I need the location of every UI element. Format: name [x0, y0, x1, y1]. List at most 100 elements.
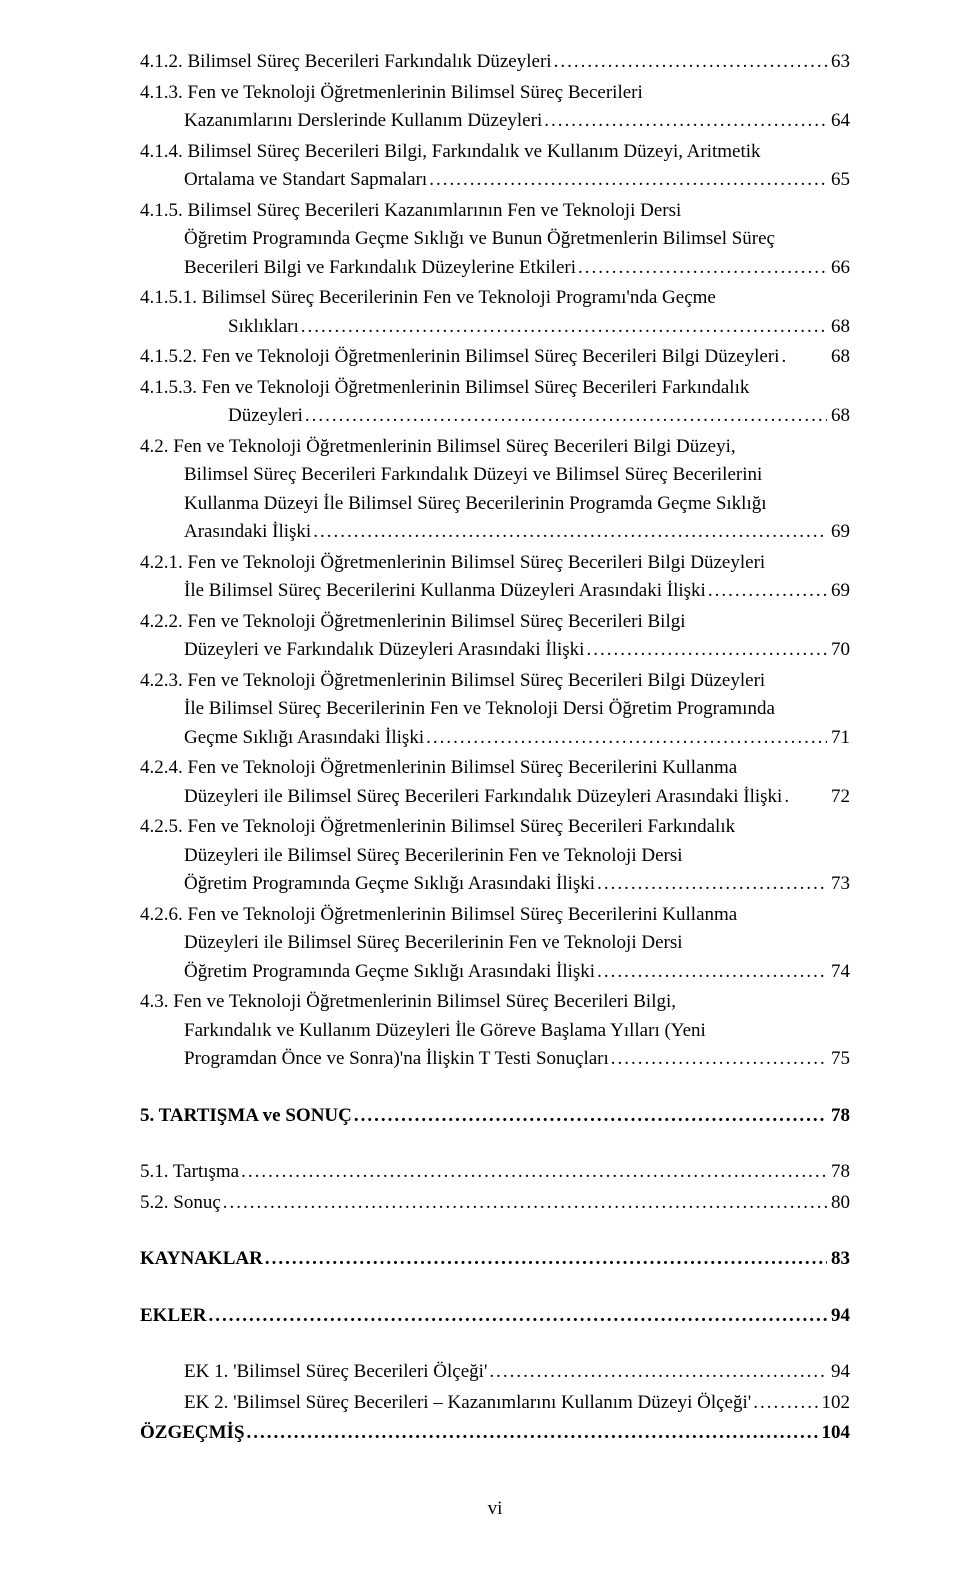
toc-text: 4.2.4. Fen ve Teknoloji Öğretmenlerinin … — [140, 757, 737, 778]
toc-entry: EK 2. 'Bilimsel Süreç Becerileri – Kazan… — [140, 1389, 850, 1418]
toc-text: 4.1.5. Bilimsel Süreç Becerileri Kazanım… — [140, 200, 681, 221]
toc-entry: 4.2. Fen ve Teknoloji Öğretmenlerinin Bi… — [140, 433, 850, 547]
toc-text: 4.1.5.3. Fen ve Teknoloji Öğretmenlerini… — [140, 377, 749, 398]
toc-text: Becerileri Bilgi ve Farkındalık Düzeyler… — [184, 254, 576, 283]
toc-page-number: 83 — [827, 1245, 850, 1274]
toc-text: 5.1. Tartışma — [140, 1158, 239, 1187]
toc-page-number: 78 — [827, 1158, 850, 1187]
toc-entry: 4.1.5.2. Fen ve Teknoloji Öğretmenlerini… — [140, 343, 850, 372]
toc-page-number: 68 — [827, 313, 850, 342]
toc-text: Kazanımlarını Derslerinde Kullanım Düzey… — [184, 107, 542, 136]
toc-heading: 5. TARTIŞMA ve SONUÇ....................… — [140, 1102, 850, 1131]
toc-page-number: 68 — [827, 402, 850, 431]
toc-page-number: 69 — [827, 518, 850, 547]
toc-text: Düzeyleri ve Farkındalık Düzeyleri Arası… — [184, 636, 584, 665]
page: 4.1.2. Bilimsel Süreç Becerileri Farkınd… — [0, 0, 960, 1580]
toc-text: 4.1.2. Bilimsel Süreç Becerileri Farkınd… — [140, 48, 552, 77]
leader-dots: ........................................… — [609, 1045, 827, 1074]
toc-text: 4.1.3. Fen ve Teknoloji Öğretmenlerinin … — [140, 82, 643, 103]
page-number: vi — [140, 1498, 850, 1520]
toc-text: 4.1.5.2. Fen ve Teknoloji Öğretmenlerini… — [140, 343, 779, 372]
leader-dots: ........................................… — [595, 958, 827, 987]
toc-text: Düzeyleri ile Bilimsel Süreç Becerileri … — [184, 783, 782, 812]
leader-dots: ........................................… — [576, 254, 827, 283]
leader-dots: ........................................… — [352, 1102, 827, 1131]
toc-text: KAYNAKLAR — [140, 1245, 263, 1274]
toc-heading: EKLER...................................… — [140, 1302, 850, 1331]
toc-text: Ortalama ve Standart Sapmaları — [184, 166, 427, 195]
toc-page-number: 72 — [827, 783, 850, 812]
toc-text: Geçme Sıklığı Arasındaki İlişki — [184, 724, 424, 753]
toc-entry: 4.1.5.1. Bilimsel Süreç Becerilerinin Fe… — [140, 284, 850, 341]
leader-dots: ........................................… — [221, 1189, 827, 1218]
toc-text: Düzeyleri ile Bilimsel Süreç Becerilerin… — [184, 932, 683, 953]
leader-dots: ........................................… — [542, 107, 827, 136]
toc-text: İle Bilimsel Süreç Becerilerini Kullanma… — [184, 577, 706, 606]
leader-dots: ........................................… — [552, 48, 827, 77]
toc-page-number: 69 — [827, 577, 850, 606]
leader-dots: ........................................… — [245, 1419, 818, 1448]
toc-text: 4.1.5.1. Bilimsel Süreç Becerilerinin Fe… — [140, 287, 716, 308]
toc-page-number: 71 — [827, 724, 850, 753]
leader-dots: ........................................… — [427, 166, 827, 195]
toc-entry: 4.2.5. Fen ve Teknoloji Öğretmenlerinin … — [140, 813, 850, 899]
toc-entry: 4.1.4. Bilimsel Süreç Becerileri Bilgi, … — [140, 138, 850, 195]
toc-entry: 4.3. Fen ve Teknoloji Öğretmenlerinin Bi… — [140, 988, 850, 1074]
table-of-contents: 4.1.2. Bilimsel Süreç Becerileri Farkınd… — [140, 48, 850, 1448]
toc-text: 4.2. Fen ve Teknoloji Öğretmenlerinin Bi… — [140, 436, 736, 457]
toc-entry: 4.2.2. Fen ve Teknoloji Öğretmenlerinin … — [140, 608, 850, 665]
leader-dots: ........................................… — [299, 313, 827, 342]
leader-dots: ........................................… — [595, 870, 827, 899]
toc-entry: 5.1. Tartışma...........................… — [140, 1158, 850, 1187]
leader-dots: ........................................… — [751, 1389, 817, 1418]
toc-text: Farkındalık ve Kullanım Düzeyleri İle Gö… — [184, 1020, 706, 1041]
toc-entry: 5.2. Sonuç..............................… — [140, 1189, 850, 1218]
toc-entry: 4.2.4. Fen ve Teknoloji Öğretmenlerinin … — [140, 754, 850, 811]
toc-heading: KAYNAKLAR...............................… — [140, 1245, 850, 1274]
toc-text: Arasındaki İlişki — [184, 518, 311, 547]
leader-dots: ........................................… — [207, 1302, 827, 1331]
toc-page-number: 66 — [827, 254, 850, 283]
toc-text: 4.2.3. Fen ve Teknoloji Öğretmenlerinin … — [140, 670, 765, 691]
toc-text: 4.2.1. Fen ve Teknoloji Öğretmenlerinin … — [140, 552, 765, 573]
toc-page-number: 94 — [827, 1302, 850, 1331]
toc-text: EK 1. 'Bilimsel Süreç Becerileri Ölçeği' — [184, 1358, 487, 1387]
leader-dots: . — [779, 343, 790, 372]
toc-entry: 4.2.3. Fen ve Teknoloji Öğretmenlerinin … — [140, 667, 850, 753]
toc-text: Programdan Önce ve Sonra)'na İlişkin T T… — [184, 1045, 609, 1074]
leader-dots: . — [782, 783, 793, 812]
toc-text: 4.2.2. Fen ve Teknoloji Öğretmenlerinin … — [140, 611, 686, 632]
toc-page-number: 63 — [827, 48, 850, 77]
leader-dots: ........................................… — [311, 518, 827, 547]
leader-dots: ........................................… — [303, 402, 827, 431]
toc-page-number: 73 — [827, 870, 850, 899]
leader-dots: ........................................… — [424, 724, 827, 753]
toc-page-number: 65 — [827, 166, 850, 195]
toc-text: EKLER — [140, 1302, 207, 1331]
toc-page-number: 74 — [827, 958, 850, 987]
toc-text: Öğretim Programında Geçme Sıklığı ve Bun… — [184, 228, 775, 249]
toc-entry: 4.2.1. Fen ve Teknoloji Öğretmenlerinin … — [140, 549, 850, 606]
toc-entry: 4.1.2. Bilimsel Süreç Becerileri Farkınd… — [140, 48, 850, 77]
toc-text: 5.2. Sonuç — [140, 1189, 221, 1218]
toc-text: Öğretim Programında Geçme Sıklığı Arasın… — [184, 870, 595, 899]
toc-text: Bilimsel Süreç Becerileri Farkındalık Dü… — [184, 464, 762, 485]
toc-text: 4.2.6. Fen ve Teknoloji Öğretmenlerinin … — [140, 904, 737, 925]
toc-text: Düzeyleri — [228, 402, 303, 431]
toc-text: 4.3. Fen ve Teknoloji Öğretmenlerinin Bi… — [140, 991, 676, 1012]
toc-text: İle Bilimsel Süreç Becerilerinin Fen ve … — [184, 698, 775, 719]
toc-entry: 4.1.3. Fen ve Teknoloji Öğretmenlerinin … — [140, 79, 850, 136]
toc-page-number: 104 — [818, 1419, 851, 1448]
toc-page-number: 78 — [827, 1102, 850, 1131]
leader-dots: ........................................… — [239, 1158, 827, 1187]
toc-text: EK 2. 'Bilimsel Süreç Becerileri – Kazan… — [184, 1389, 751, 1418]
toc-heading: ÖZGEÇMİŞ................................… — [140, 1419, 850, 1448]
toc-entry: 4.2.6. Fen ve Teknoloji Öğretmenlerinin … — [140, 901, 850, 987]
toc-page-number: 80 — [827, 1189, 850, 1218]
leader-dots: ........................................… — [263, 1245, 827, 1274]
toc-page-number: 68 — [827, 343, 850, 372]
toc-text: Sıklıkları — [228, 313, 299, 342]
toc-entry: EK 1. 'Bilimsel Süreç Becerileri Ölçeği'… — [140, 1358, 850, 1387]
toc-entry: 4.1.5.3. Fen ve Teknoloji Öğretmenlerini… — [140, 374, 850, 431]
leader-dots: ........................................… — [584, 636, 827, 665]
